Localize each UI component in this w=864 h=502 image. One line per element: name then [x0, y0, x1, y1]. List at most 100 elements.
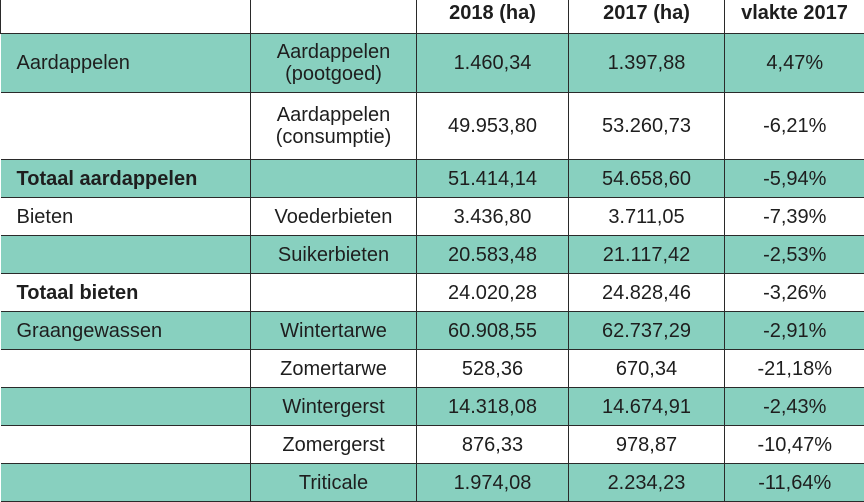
subcrop-cell: Zomergerst	[251, 426, 417, 464]
area-2017-cell-text: 2.234,23	[608, 472, 686, 494]
area-2018-cell: 20.583,48	[417, 236, 569, 274]
crop-cell: Aardappelen	[1, 34, 251, 93]
change-cell: -7,39%	[725, 198, 864, 236]
area-2017-cell-text: 62.737,29	[602, 320, 691, 342]
area-2018-cell-text: 1.974,08	[454, 472, 532, 494]
subcrop-cell-text: Suikerbieten	[278, 244, 389, 266]
area-2018-cell-text: 51.414,14	[448, 168, 537, 190]
area-2017-cell: 53.260,73	[569, 93, 725, 160]
area-2017-cell-text: 1.397,88	[608, 52, 686, 74]
area-2017-cell: 21.117,42	[569, 236, 725, 274]
subcrop-cell-text: Triticale	[299, 472, 368, 494]
area-2017-cell-text: 21.117,42	[603, 244, 691, 266]
change-cell: -10,47%	[725, 426, 864, 464]
area-2018-cell-text: 20.583,48	[448, 244, 537, 266]
area-2018-cell-text: 14.318,08	[448, 396, 537, 418]
change-cell: -2,91%	[725, 312, 864, 350]
subcrop-cell	[251, 274, 417, 312]
header-crop	[1, 0, 251, 34]
subcrop-cell	[251, 160, 417, 198]
table-row: Suikerbieten 20.583,48 21.117,42 -2,53%	[1, 236, 864, 274]
change-cell: -6,21%	[725, 93, 864, 160]
subcrop-cell: Wintergerst	[251, 388, 417, 426]
crop-cell-text: Graangewassen	[17, 320, 163, 342]
area-2017-cell-text: 24.828,46	[602, 282, 691, 304]
header-change: vlakte 2017	[725, 0, 864, 34]
subcrop-cell-text: Wintergerst	[282, 396, 384, 418]
area-2017-cell: 3.711,05	[569, 198, 725, 236]
area-2018-cell: 3.436,80	[417, 198, 569, 236]
header-2017: 2017 (ha)	[569, 0, 725, 34]
area-2018-cell: 24.020,28	[417, 274, 569, 312]
change-cell-text: -21,18%	[758, 358, 833, 380]
crop-cell: Totaal aardappelen	[1, 160, 251, 198]
header-2018: 2018 (ha)	[417, 0, 569, 34]
subcrop-cell: Voederbieten	[251, 198, 417, 236]
area-2018-cell: 1.460,34	[417, 34, 569, 93]
crop-cell	[1, 464, 251, 502]
change-cell: -2,43%	[725, 388, 864, 426]
change-cell-text: 4,47%	[766, 52, 823, 74]
change-cell-text: -2,43%	[763, 396, 826, 418]
subcrop-cell-text: Zomergerst	[282, 434, 384, 456]
area-2017-cell: 2.234,23	[569, 464, 725, 502]
crop-cell: Graangewassen	[1, 312, 251, 350]
change-cell-text: -2,91%	[763, 320, 826, 342]
change-cell: -2,53%	[725, 236, 864, 274]
area-2018-cell-text: 1.460,34	[454, 52, 532, 74]
table-row: Zomergerst 876,33 978,87 -10,47%	[1, 426, 864, 464]
area-2018-cell-text: 24.020,28	[448, 282, 537, 304]
area-2018-cell: 49.953,80	[417, 93, 569, 160]
crop-cell-text: Totaal aardappelen	[17, 168, 198, 190]
area-2017-cell: 62.737,29	[569, 312, 725, 350]
change-cell-text: -6,21%	[763, 115, 826, 137]
crop-cell-text: Totaal bieten	[17, 282, 139, 304]
change-cell-text: -5,94%	[763, 168, 826, 190]
change-cell-text: -10,47%	[758, 434, 833, 456]
area-2017-cell: 670,34	[569, 350, 725, 388]
area-2018-cell: 51.414,14	[417, 160, 569, 198]
area-2017-cell: 1.397,88	[569, 34, 725, 93]
table-row: Wintergerst 14.318,08 14.674,91 -2,43%	[1, 388, 864, 426]
area-2018-cell: 528,36	[417, 350, 569, 388]
change-cell-text: -11,64%	[758, 472, 831, 494]
change-cell: -3,26%	[725, 274, 864, 312]
area-2018-cell-text: 3.436,80	[454, 206, 532, 228]
subcrop-cell: Aardappelen(consumptie)	[251, 93, 417, 160]
crop-cell	[1, 350, 251, 388]
crop-cell	[1, 388, 251, 426]
table-row: Totaal bieten 24.020,28 24.828,46 -3,26%	[1, 274, 864, 312]
area-2017-cell-text: 3.711,05	[608, 206, 684, 228]
area-2018-cell: 876,33	[417, 426, 569, 464]
area-2018-cell: 60.908,55	[417, 312, 569, 350]
area-2017-cell: 24.828,46	[569, 274, 725, 312]
area-2018-cell-text: 528,36	[462, 358, 523, 380]
area-2018-cell: 1.974,08	[417, 464, 569, 502]
area-2017-cell: 14.674,91	[569, 388, 725, 426]
crop-cell	[1, 426, 251, 464]
header-row: 2018 (ha) 2017 (ha) vlakte 2017	[1, 0, 864, 34]
area-2018-cell-text: 876,33	[462, 434, 523, 456]
change-cell: -11,64%	[725, 464, 864, 502]
crop-cell	[1, 93, 251, 160]
change-cell: -5,94%	[725, 160, 864, 198]
change-cell: 4,47%	[725, 34, 864, 93]
subcrop-cell: Aardappelen(pootgoed)	[251, 34, 417, 93]
crop-cell-text: Bieten	[17, 206, 74, 228]
subcrop-cell-text: Voederbieten	[275, 206, 393, 228]
subcrop-cell-text: Aardappelen	[277, 41, 390, 63]
change-cell-text: -3,26%	[763, 282, 826, 304]
subcrop-cell: Zomertarwe	[251, 350, 417, 388]
change-cell: -21,18%	[725, 350, 864, 388]
area-2017-cell-text: 978,87	[616, 434, 677, 456]
subcrop-cell-text: Aardappelen	[277, 104, 390, 126]
subcrop-cell-text: Zomertarwe	[280, 358, 387, 380]
subcrop-cell: Suikerbieten	[251, 236, 417, 274]
area-2018-cell-text: 60.908,55	[448, 320, 537, 342]
area-2017-cell: 978,87	[569, 426, 725, 464]
crop-cell	[1, 236, 251, 274]
